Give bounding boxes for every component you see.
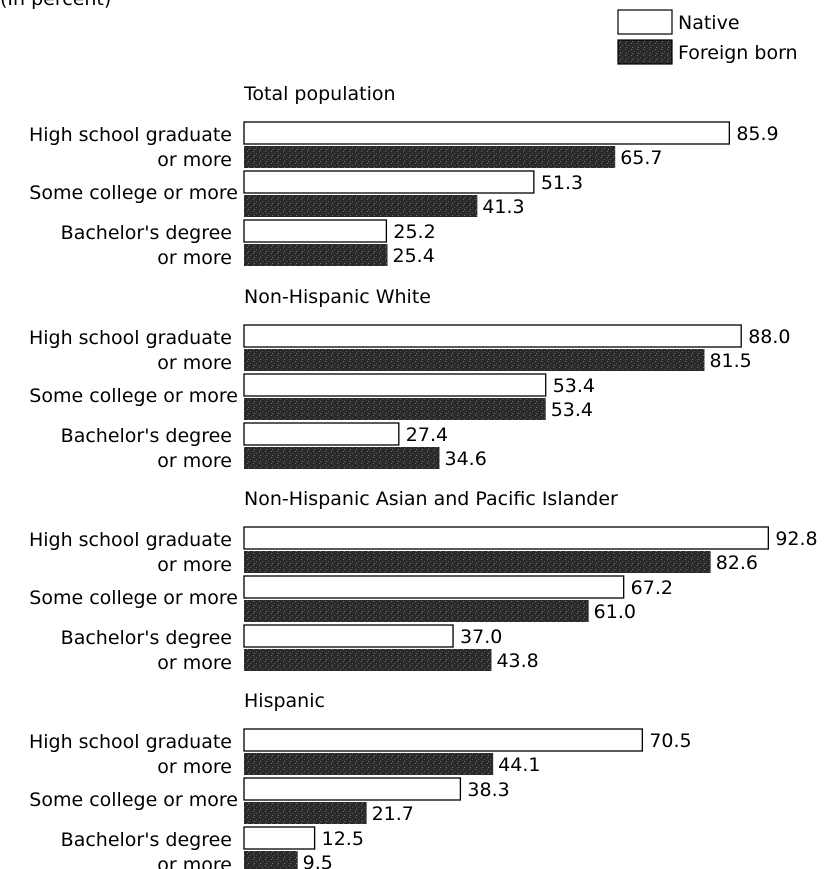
category-label: High school graduate bbox=[29, 529, 232, 551]
bar-foreign-born bbox=[244, 851, 298, 869]
data-label-native: 85.9 bbox=[736, 123, 778, 145]
legend-swatch-native bbox=[617, 9, 673, 35]
bar-native bbox=[243, 373, 547, 397]
category-label: or more bbox=[157, 450, 232, 472]
data-label-foreign-born: 9.5 bbox=[303, 852, 333, 869]
legend-swatch-foreign-born bbox=[617, 39, 673, 65]
bar-native bbox=[243, 324, 742, 348]
data-label-foreign-born: 81.5 bbox=[709, 350, 751, 372]
data-label-foreign-born: 61.0 bbox=[594, 601, 636, 623]
bar-native bbox=[243, 121, 730, 145]
bar-native bbox=[243, 728, 643, 752]
category-label: or more bbox=[157, 652, 232, 674]
category-label: or more bbox=[157, 352, 232, 374]
data-label-native: 53.4 bbox=[553, 375, 595, 397]
bar-foreign-born bbox=[244, 649, 492, 671]
data-label-native: 38.3 bbox=[467, 779, 509, 801]
data-label-foreign-born: 82.6 bbox=[716, 552, 758, 574]
category-label: Some college or more bbox=[29, 789, 238, 811]
category-label: Some college or more bbox=[29, 385, 238, 407]
data-label-native: 88.0 bbox=[748, 326, 790, 348]
data-label-native: 51.3 bbox=[541, 172, 583, 194]
data-label-native: 12.5 bbox=[322, 828, 364, 850]
bar-foreign-born bbox=[244, 802, 367, 824]
bar-foreign-born bbox=[244, 753, 494, 775]
category-label: High school graduate bbox=[29, 731, 232, 753]
category-label: or more bbox=[157, 756, 232, 778]
bar-foreign-born bbox=[244, 600, 589, 622]
data-label-foreign-born: 43.8 bbox=[496, 650, 538, 672]
data-label-foreign-born: 25.4 bbox=[393, 245, 435, 267]
data-label-native: 27.4 bbox=[406, 424, 448, 446]
data-label-native: 25.2 bbox=[393, 221, 435, 243]
category-label: Some college or more bbox=[29, 182, 238, 204]
data-label-foreign-born: 65.7 bbox=[620, 147, 662, 169]
bar-native bbox=[243, 826, 316, 850]
group-title-3: Hispanic bbox=[244, 690, 325, 712]
bar-foreign-born bbox=[244, 398, 546, 420]
bar-foreign-born bbox=[244, 447, 440, 469]
group-title-1: Non-Hispanic White bbox=[244, 286, 431, 308]
data-label-foreign-born: 53.4 bbox=[551, 399, 593, 421]
data-label-foreign-born: 34.6 bbox=[444, 448, 486, 470]
data-label-foreign-born: 21.7 bbox=[372, 803, 414, 825]
category-label: High school graduate bbox=[29, 327, 232, 349]
category-label: or more bbox=[157, 554, 232, 576]
data-label-foreign-born: 41.3 bbox=[482, 196, 524, 218]
category-label: or more bbox=[157, 247, 232, 269]
data-label-native: 37.0 bbox=[460, 626, 502, 648]
bar-foreign-born bbox=[244, 195, 478, 217]
bar-native bbox=[243, 422, 400, 446]
category-label: or more bbox=[157, 149, 232, 171]
bar-native bbox=[243, 575, 625, 599]
category-label: Bachelor's degree bbox=[61, 627, 232, 649]
category-label: Bachelor's degree bbox=[61, 222, 232, 244]
legend-label-foreign-born: Foreign born bbox=[678, 42, 798, 64]
chart-caption: (In percent) bbox=[0, 0, 111, 10]
bar-foreign-born bbox=[244, 244, 388, 266]
category-label: Bachelor's degree bbox=[61, 425, 232, 447]
bar-foreign-born bbox=[244, 349, 705, 371]
data-label-native: 67.2 bbox=[631, 577, 673, 599]
bar-native bbox=[243, 170, 535, 194]
category-label: High school graduate bbox=[29, 124, 232, 146]
bar-foreign-born bbox=[244, 551, 711, 573]
bar-native bbox=[243, 219, 388, 243]
group-title-0: Total population bbox=[243, 83, 396, 105]
category-label: Some college or more bbox=[29, 587, 238, 609]
bar-native bbox=[243, 624, 454, 648]
data-label-foreign-born: 44.1 bbox=[498, 754, 540, 776]
bar-foreign-born bbox=[244, 146, 616, 168]
group-title-2: Non-Hispanic Asian and Pacific Islander bbox=[244, 488, 618, 510]
data-label-native: 70.5 bbox=[649, 730, 691, 752]
bar-native bbox=[243, 526, 769, 550]
data-label-native: 92.8 bbox=[775, 528, 817, 550]
category-label: or more bbox=[157, 854, 232, 869]
bar-native bbox=[243, 777, 462, 801]
legend-label-native: Native bbox=[678, 12, 740, 34]
category-label: Bachelor's degree bbox=[61, 829, 232, 851]
